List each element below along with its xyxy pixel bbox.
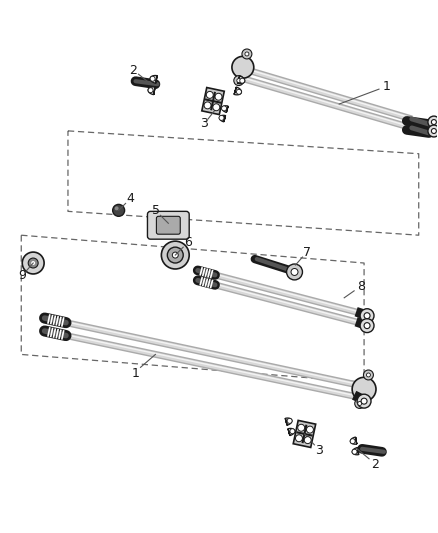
Polygon shape [234, 87, 241, 95]
Circle shape [113, 204, 124, 216]
Circle shape [291, 269, 298, 276]
Circle shape [237, 90, 241, 94]
Circle shape [431, 119, 436, 125]
Circle shape [296, 435, 303, 442]
Text: 3: 3 [200, 117, 208, 131]
Circle shape [364, 322, 370, 329]
Polygon shape [288, 429, 295, 435]
Text: 6: 6 [184, 236, 192, 249]
Circle shape [206, 91, 213, 99]
Circle shape [367, 373, 371, 377]
Circle shape [215, 93, 222, 100]
Circle shape [172, 252, 178, 258]
Circle shape [245, 52, 249, 56]
Circle shape [22, 252, 44, 274]
Circle shape [286, 264, 303, 280]
Polygon shape [293, 421, 316, 448]
Circle shape [222, 106, 226, 111]
Polygon shape [352, 448, 359, 455]
Circle shape [213, 104, 220, 111]
Polygon shape [222, 106, 228, 112]
Circle shape [360, 309, 374, 322]
Circle shape [361, 398, 367, 404]
Circle shape [28, 258, 38, 268]
Circle shape [428, 116, 438, 128]
Polygon shape [237, 76, 245, 84]
Circle shape [115, 206, 119, 211]
Circle shape [364, 313, 370, 319]
Polygon shape [285, 418, 292, 425]
Circle shape [364, 370, 374, 380]
Circle shape [298, 424, 305, 431]
FancyBboxPatch shape [148, 212, 189, 239]
Circle shape [352, 449, 357, 454]
Circle shape [148, 88, 153, 93]
Circle shape [350, 439, 355, 443]
Circle shape [240, 78, 245, 83]
Text: 1: 1 [131, 367, 139, 380]
Text: 1: 1 [383, 79, 391, 93]
Circle shape [161, 241, 189, 269]
Text: 5: 5 [152, 204, 160, 217]
Text: 2: 2 [371, 458, 379, 471]
Polygon shape [148, 87, 155, 95]
Text: 7: 7 [304, 246, 311, 259]
Text: 8: 8 [357, 280, 365, 293]
Polygon shape [150, 76, 157, 83]
Circle shape [234, 76, 244, 85]
Text: 9: 9 [18, 270, 26, 282]
FancyBboxPatch shape [156, 216, 180, 234]
Circle shape [357, 394, 371, 408]
Circle shape [167, 247, 183, 263]
Circle shape [219, 115, 224, 120]
Polygon shape [350, 437, 357, 444]
Circle shape [428, 125, 438, 137]
Polygon shape [219, 115, 226, 122]
Circle shape [360, 319, 374, 333]
Circle shape [355, 399, 365, 408]
Circle shape [242, 49, 252, 59]
Circle shape [290, 429, 295, 434]
Circle shape [232, 56, 254, 78]
Circle shape [31, 261, 35, 265]
Circle shape [304, 437, 311, 443]
Circle shape [287, 418, 292, 423]
Text: 2: 2 [130, 64, 138, 77]
Text: 3: 3 [315, 445, 323, 457]
Text: 4: 4 [127, 192, 134, 205]
Polygon shape [202, 87, 224, 115]
Circle shape [431, 128, 436, 133]
Circle shape [358, 401, 362, 406]
Circle shape [150, 76, 155, 81]
Circle shape [307, 426, 314, 433]
Circle shape [352, 377, 376, 401]
Circle shape [204, 102, 211, 109]
Circle shape [237, 78, 241, 83]
